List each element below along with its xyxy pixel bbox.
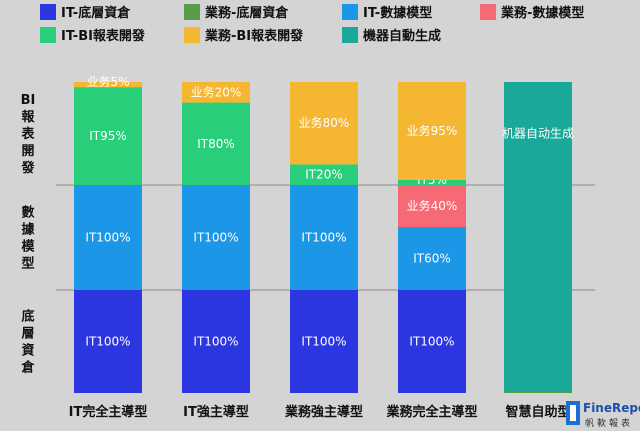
data-label-1-3: 业务20% [191, 84, 242, 99]
bar-segment-2-biz_bi-0 [290, 82, 358, 165]
data-label-3-1: IT60% [413, 252, 451, 266]
data-label-0-0: IT100% [85, 335, 130, 349]
data-label-1-1: IT100% [193, 231, 238, 245]
legend-swatch-biz_model [480, 4, 496, 20]
legend-swatch-it_model [342, 4, 358, 20]
logo-subtitle: 帆軟報表 [585, 417, 633, 429]
bar-segment-4-machine-0 [504, 82, 572, 185]
bar-segment-2-it_bi-0 [290, 164, 358, 185]
bar-segment-2-it_base-2 [290, 290, 358, 393]
bar-segment-1-it_bi-0 [182, 102, 250, 185]
bar-segment-3-biz_model-1 [398, 185, 466, 227]
legend-swatch-machine [342, 27, 358, 43]
bar-segment-0-it_bi-0 [74, 87, 142, 185]
legend-label-it_model: IT-數據模型 [363, 5, 432, 21]
data-label-0-3: 业务5% [86, 74, 129, 89]
data-label-0-2: IT95% [89, 129, 127, 143]
legend-label-biz_bi: 業務-BI報表開發 [204, 28, 303, 44]
legend-swatch-biz_base [184, 4, 200, 20]
bar-segment-0-it_model-1 [74, 185, 142, 290]
data-label-4-3: 机器自动生成 [502, 127, 574, 141]
legend-swatch-biz_bi [184, 27, 200, 43]
legend-label-it_base: IT-底層資倉 [61, 5, 131, 21]
data-label-0-1: IT100% [85, 231, 130, 245]
bar-segment-0-it_base-2 [74, 290, 142, 393]
data-label-2-2: IT20% [305, 168, 343, 182]
category-label-3: 業務完全主導型 [385, 404, 477, 420]
bar-segment-4-machine-2 [504, 290, 572, 392]
data-label-2-1: IT100% [301, 231, 346, 245]
data-label-2-0: IT100% [301, 335, 346, 349]
bar-segment-1-biz_bi-0 [182, 82, 250, 103]
bar-segment-4-biz_base-2 [504, 391, 572, 393]
bar-segment-3-biz_bi-0 [398, 82, 466, 180]
category-label-1: IT強主導型 [183, 404, 249, 420]
bar-segment-0-biz_bi-0 [74, 82, 142, 88]
legend-label-machine: 機器自動生成 [363, 28, 441, 44]
bar-segment-2-it_model-1 [290, 185, 358, 290]
category-label-0: IT完全主導型 [69, 404, 148, 420]
logo-mark-inner [570, 405, 576, 421]
layer-label-2: 底層資倉 [20, 309, 35, 376]
bar-segment-3-it_base-2 [398, 290, 466, 393]
logo-wordmark: FineReport [583, 401, 640, 415]
data-label-3-2: 业务40% [407, 198, 458, 213]
bar-segment-4-machine-1 [504, 185, 572, 290]
legend-swatch-it_bi [40, 27, 56, 43]
category-label-4: 智慧自助型 [505, 404, 570, 420]
legend-label-biz_model: 業務-數據模型 [500, 5, 584, 21]
bar-segment-1-it_base-2 [182, 290, 250, 393]
data-label-1-2: IT80% [197, 137, 235, 151]
data-label-2-3: 业务80% [299, 115, 350, 130]
layer-label-0: BI 報表開發 [20, 93, 35, 176]
category-label-2: 業務強主導型 [284, 404, 363, 420]
layer-label-1: 數據模型 [21, 205, 35, 272]
legend-swatch-it_base [40, 4, 56, 20]
data-label-1-0: IT100% [193, 335, 238, 349]
legend-label-it_bi: IT-BI報表開發 [61, 28, 145, 44]
data-label-3-4: 业务95% [407, 123, 458, 138]
data-label-3-0: IT100% [409, 335, 454, 349]
bar-segment-3-it_bi-0 [398, 179, 466, 185]
bar-segment-1-it_model-1 [182, 185, 250, 290]
bar-segment-3-it_model-1 [398, 227, 466, 290]
legend-label-biz_base: 業務-底層資倉 [204, 5, 289, 21]
